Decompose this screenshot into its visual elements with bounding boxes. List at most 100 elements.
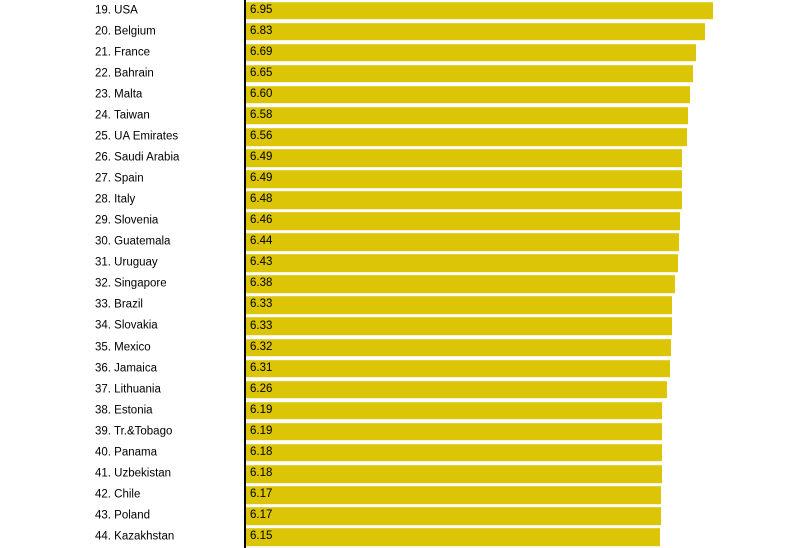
country-label: 30. Guatemala [95,235,171,248]
country-label: 44. Kazakhstan [95,530,175,543]
country-label: 38. Estonia [95,403,153,416]
country-label: 29. Slovenia [95,214,159,227]
chart-row: 30. Guatemala 6.44 [0,232,792,253]
value-label: 6.19 [250,425,273,438]
country-label: 39. Tr.&Tobago [95,425,173,438]
country-label: 26. Saudi Arabia [95,151,180,164]
chart-row: 21. France 6.69 [0,42,792,63]
value-label: 6.56 [250,130,273,143]
country-label: 22. Bahrain [95,66,154,79]
bar: 6.49 [245,149,683,167]
chart-row: 26. Saudi Arabia 6.49 [0,147,792,168]
chart-row: 34. Slovakia 6.33 [0,316,792,337]
chart-row: 37. Lithuania 6.26 [0,379,792,400]
bar: 6.49 [245,170,683,188]
country-label: 35. Mexico [95,340,151,353]
bar: 6.56 [245,128,688,146]
chart-row: 43. Poland 6.17 [0,506,792,527]
bar: 6.43 [245,254,679,273]
bar: 6.19 [245,422,663,441]
country-label: 20. Belgium [95,24,156,37]
chart-row: 22. Bahrain 6.65 [0,63,792,84]
value-label: 6.44 [250,235,273,248]
bar: 6.48 [245,191,682,209]
bar: 6.38 [245,275,675,294]
chart-row: 35. Mexico 6.32 [0,337,792,358]
value-label: 6.43 [250,256,273,269]
bar: 6.44 [245,233,680,252]
country-label: 37. Lithuania [95,382,161,395]
bar: 6.32 [245,338,671,357]
chart-row: 36. Jamaica 6.31 [0,358,792,379]
chart-row: 32. Singapore 6.38 [0,274,792,295]
country-label: 28. Italy [95,193,136,206]
value-label: 6.38 [250,277,273,290]
country-label: 21. France [95,45,150,58]
chart-row: 33. Brazil 6.33 [0,295,792,316]
value-label: 6.46 [250,214,273,227]
chart-row: 42. Chile 6.17 [0,484,792,505]
country-label: 33. Brazil [95,298,143,311]
chart-row: 38. Estonia 6.19 [0,400,792,421]
country-label: 42. Chile [95,488,141,501]
value-label: 6.17 [250,488,273,501]
bar: 6.19 [245,401,663,420]
bar: 6.18 [245,444,662,462]
value-label: 6.95 [250,3,273,16]
bar: 6.18 [245,465,662,483]
chart-row: 27. Spain 6.49 [0,169,792,190]
bar: 6.83 [245,22,706,41]
country-label: 31. Uruguay [95,256,158,269]
country-label: 24. Taiwan [95,109,150,122]
value-label: 6.33 [250,319,273,332]
value-label: 6.58 [250,109,273,122]
value-label: 6.49 [250,151,273,164]
chart-row: 28. Italy 6.48 [0,190,792,211]
value-label: 6.83 [250,24,273,37]
country-label: 41. Uzbekistan [95,467,172,480]
value-label: 6.69 [250,45,273,58]
bar: 6.95 [245,1,714,20]
country-label: 34. Slovakia [95,319,158,332]
value-label: 6.48 [250,193,273,206]
country-label: 40. Panama [95,446,158,459]
value-label: 6.60 [250,88,273,101]
country-label: 23. Malta [95,88,143,101]
value-label: 6.19 [250,403,273,416]
bar: 6.26 [245,380,667,399]
chart-row: 20. Belgium 6.83 [0,21,792,42]
bar: 6.15 [245,528,660,546]
value-label: 6.31 [250,361,273,374]
value-label: 6.26 [250,382,273,395]
chart-row: 23. Malta 6.60 [0,84,792,105]
country-label: 19. USA [95,3,138,16]
value-label: 6.15 [250,530,273,543]
country-label: 25. UA Emirates [95,130,179,143]
value-label: 6.18 [250,446,273,459]
chart-row: 24. Taiwan 6.58 [0,105,792,126]
chart-row: 31. Uruguay 6.43 [0,253,792,274]
chart-row: 41. Uzbekistan 6.18 [0,463,792,484]
chart-row: 40. Panama 6.18 [0,442,792,463]
value-label: 6.18 [250,467,273,480]
bar: 6.17 [245,507,661,525]
bar: 6.46 [245,212,681,230]
country-label: 43. Poland [95,509,150,522]
value-label: 6.17 [250,509,273,522]
chart-row: 44. Kazakhstan 6.15 [0,527,792,548]
bar: 6.58 [245,107,689,125]
y-axis-line [244,0,246,548]
chart-row: 19. USA 6.95 [0,0,792,21]
chart-row: 29. Slovenia 6.46 [0,211,792,232]
value-label: 6.32 [250,340,273,353]
bar: 6.33 [245,317,672,336]
bar: 6.69 [245,43,696,62]
country-label: 36. Jamaica [95,361,158,374]
chart-row: 39. Tr.&Tobago 6.19 [0,421,792,442]
country-label: 32. Singapore [95,277,167,290]
bar: 6.31 [245,359,671,378]
country-label: 27. Spain [95,172,144,185]
value-label: 6.65 [250,66,273,79]
